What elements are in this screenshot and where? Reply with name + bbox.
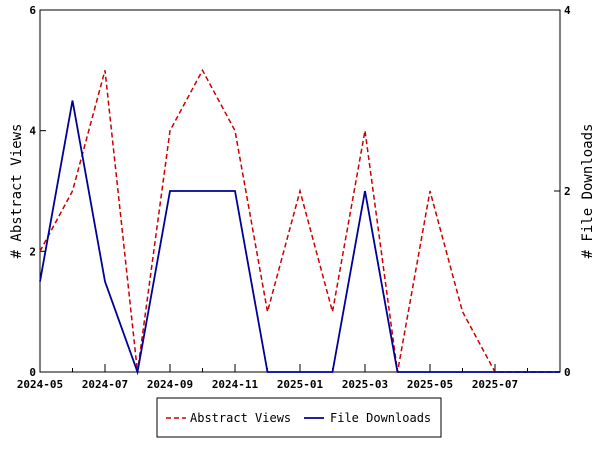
y-right-axis-title: # File Downloads [580, 124, 596, 259]
x-tick-label: 2025-07 [472, 378, 518, 391]
y-right-tick-label: 4 [564, 4, 571, 17]
series-line-abstract-views [39, 68, 560, 373]
y-left-tick-label: 4 [29, 125, 36, 138]
y-left-axis-title: # Abstract Views [9, 124, 25, 259]
x-tick-label: 2025-01 [277, 378, 324, 391]
legend-box [156, 397, 442, 438]
x-tick-label: 2025-05 [407, 378, 453, 391]
series-line-file-downloads [39, 100, 560, 376]
legend-entry: Abstract Views [190, 411, 291, 425]
y-left-tick-label: 6 [29, 4, 36, 17]
x-tick-label: 2024-11 [212, 378, 259, 391]
x-tick-label: 2025-03 [342, 378, 388, 391]
y-right-tick-label: 0 [564, 366, 571, 379]
x-tick-label: 2024-09 [147, 378, 193, 391]
x-tick-label: 2024-07 [82, 378, 128, 391]
legend-entry: File Downloads [330, 411, 431, 425]
y-left-tick-label: 0 [29, 366, 36, 379]
y-right-tick-label: 2 [564, 185, 571, 198]
y-left-tick-label: 2 [29, 245, 36, 258]
x-tick-label: 2024-05 [17, 378, 63, 391]
